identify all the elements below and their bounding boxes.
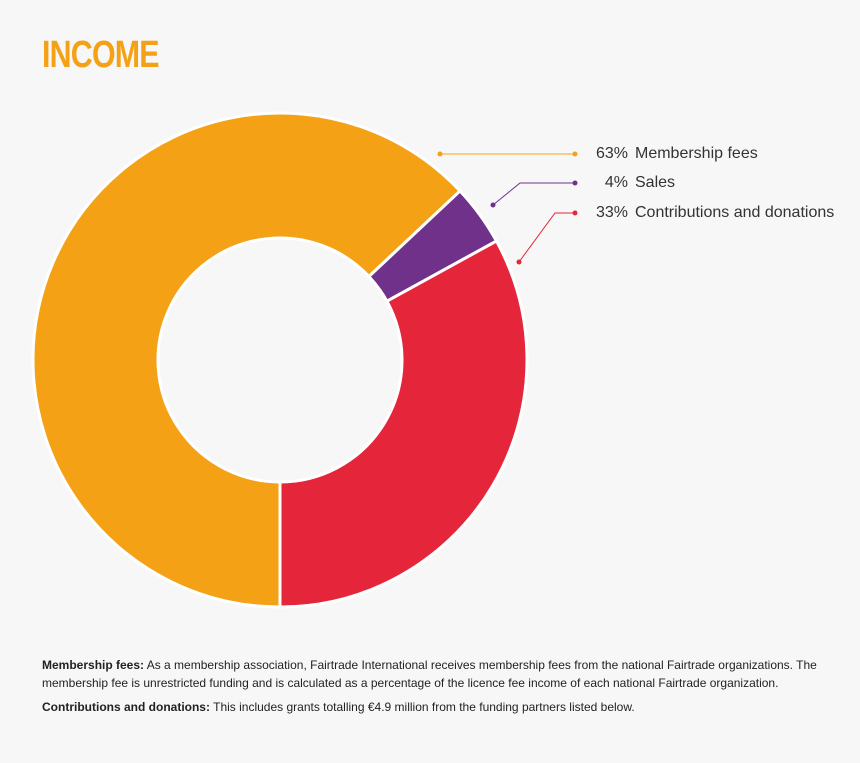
note-text: This includes grants totalling €4.9 mill…	[213, 700, 635, 714]
leader-dot	[572, 151, 578, 157]
slice	[278, 238, 529, 609]
slice	[31, 111, 463, 609]
note-text: As a membership association, Fairtrade I…	[42, 658, 817, 690]
leader-dot	[572, 210, 578, 216]
note-term: Contributions and donations:	[42, 700, 210, 714]
legend-label: Membership fees	[635, 145, 758, 162]
chart-title: INCOME	[42, 34, 159, 76]
leader-dot	[572, 180, 578, 186]
legend-value: 4%	[605, 174, 628, 191]
note-term: Membership fees:	[42, 658, 145, 672]
legend-label: Contributions and donations	[635, 204, 834, 221]
leader-dot	[516, 259, 522, 265]
legend-value: 63%	[596, 145, 628, 162]
note: Contributions and donations: This includ…	[42, 698, 822, 716]
leader-dot	[437, 151, 443, 157]
leader-dot	[490, 202, 496, 208]
legend-value: 33%	[596, 204, 628, 221]
legend-label: Sales	[635, 174, 675, 191]
chart: INCOME 63% Membership fees 4% Sales 33% Contr…	[31, 34, 834, 609]
leader-line	[518, 212, 575, 263]
note: Membership fees: As a membership associa…	[42, 656, 822, 692]
leader-line	[492, 182, 575, 206]
notes: Membership fees: As a membership associa…	[42, 656, 822, 722]
